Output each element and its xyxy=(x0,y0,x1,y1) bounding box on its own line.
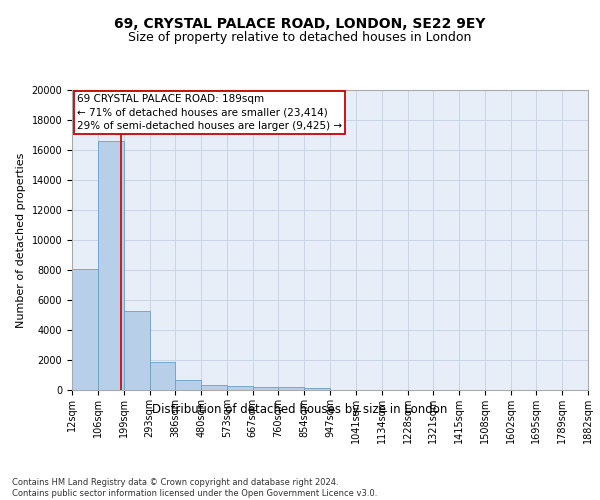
Text: Distribution of detached houses by size in London: Distribution of detached houses by size … xyxy=(152,402,448,415)
Bar xyxy=(278,388,304,390)
Bar xyxy=(98,141,124,390)
Bar xyxy=(124,310,149,390)
Text: Size of property relative to detached houses in London: Size of property relative to detached ho… xyxy=(128,31,472,44)
Bar xyxy=(227,386,253,390)
Text: Contains HM Land Registry data © Crown copyright and database right 2024.
Contai: Contains HM Land Registry data © Crown c… xyxy=(12,478,377,498)
Bar xyxy=(253,386,278,390)
Bar xyxy=(201,385,227,390)
Bar xyxy=(72,268,98,390)
Text: 69, CRYSTAL PALACE ROAD, LONDON, SE22 9EY: 69, CRYSTAL PALACE ROAD, LONDON, SE22 9E… xyxy=(114,18,486,32)
Text: 69 CRYSTAL PALACE ROAD: 189sqm
← 71% of detached houses are smaller (23,414)
29%: 69 CRYSTAL PALACE ROAD: 189sqm ← 71% of … xyxy=(77,94,342,131)
Bar xyxy=(175,380,201,390)
Bar xyxy=(304,388,330,390)
Y-axis label: Number of detached properties: Number of detached properties xyxy=(16,152,26,328)
Bar xyxy=(149,362,175,390)
